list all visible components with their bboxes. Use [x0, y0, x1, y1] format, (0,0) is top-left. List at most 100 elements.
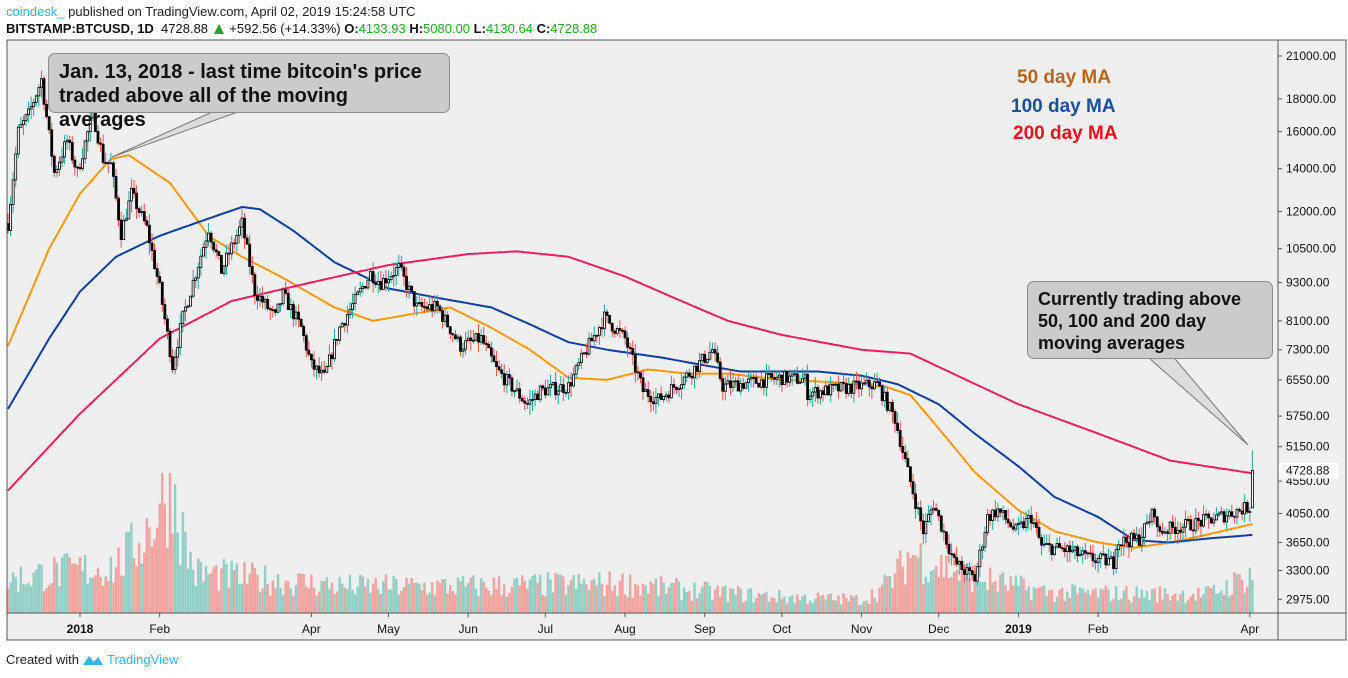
candle-body [651, 401, 655, 404]
candle-body [1068, 545, 1072, 553]
candle-body [934, 507, 938, 511]
volume-bar [1186, 599, 1190, 613]
candle-body [538, 385, 542, 401]
volume-bar [400, 591, 403, 613]
candle-body [148, 224, 151, 244]
candle-body [114, 175, 118, 199]
volume-bar [199, 561, 203, 613]
candle-body [613, 330, 617, 334]
candle-body [950, 553, 953, 556]
y-tick-label: 5150.00 [1286, 440, 1330, 454]
volume-bar [1132, 595, 1136, 613]
candle-body [847, 383, 851, 394]
candle-body [261, 295, 264, 303]
candle-body [158, 276, 162, 283]
volume-bar [798, 600, 802, 613]
volume-bar [778, 589, 781, 613]
volume-bar [1076, 593, 1079, 613]
volume-bar [207, 574, 210, 613]
candle-body [986, 514, 989, 534]
candle-body [194, 277, 198, 281]
volume-bar [603, 595, 606, 613]
volume-bar [58, 586, 61, 613]
candle-body [1202, 514, 1205, 527]
volume-bar [65, 553, 69, 613]
candle-body [1127, 541, 1131, 548]
candle-body [466, 337, 470, 342]
candle-body [505, 374, 509, 386]
volume-bar [628, 574, 632, 613]
candle-body [1248, 511, 1252, 513]
candle-body [220, 255, 223, 274]
tradingview-link[interactable]: TradingView [106, 652, 179, 667]
candle-body [245, 237, 249, 245]
volume-bar [1040, 586, 1043, 613]
x-tick-label: Jun [459, 622, 478, 636]
legend-100ma: 100 day MA [1011, 96, 1116, 117]
candle-body [726, 380, 730, 385]
candle-body [1196, 517, 1200, 521]
candle-body [1081, 550, 1085, 556]
legend-200ma: 200 day MA [1013, 123, 1118, 144]
candle-body [533, 393, 537, 400]
candle-body [1053, 546, 1056, 556]
candle-body [618, 328, 622, 331]
volume-bar [392, 575, 395, 613]
candle-body [430, 304, 434, 312]
volume-bar [1096, 597, 1100, 613]
volume-bar [688, 590, 691, 613]
volume-bar [706, 581, 709, 613]
publisher-link[interactable]: coindesk_ [6, 4, 65, 19]
candle-body [937, 509, 941, 517]
candle-body [160, 281, 164, 306]
candle-body [384, 277, 388, 284]
candle-body [289, 304, 293, 310]
candle-body [81, 158, 84, 170]
candle-body [788, 375, 791, 383]
volume-bar [1104, 585, 1108, 613]
volume-bar [994, 581, 997, 613]
candle-body [325, 366, 329, 373]
volume-bar [289, 588, 293, 613]
candle-body [227, 252, 231, 255]
candle-body [783, 371, 786, 386]
candle-body [181, 310, 185, 325]
volume-bar [1107, 589, 1110, 613]
candle-body [965, 567, 969, 575]
volume-bar [1194, 600, 1198, 613]
candle-body [1243, 502, 1247, 515]
candle-body [813, 387, 817, 393]
volume-bar [1217, 593, 1221, 613]
y-tick-label: 10500.00 [1286, 242, 1336, 256]
candle-body [166, 318, 169, 332]
volume-bar [63, 553, 66, 613]
candle-body [826, 385, 830, 396]
candle-body [50, 129, 54, 157]
candle-body [410, 285, 414, 293]
candle-body [873, 381, 876, 390]
candle-body [1181, 526, 1185, 533]
volume-bar [796, 594, 799, 613]
volume-bar [670, 582, 673, 613]
volume-bar [325, 577, 329, 613]
candle-body [1238, 509, 1241, 512]
candle-body [999, 508, 1002, 513]
volume-bar [449, 585, 452, 613]
candle-body [520, 397, 524, 402]
volume-bar [729, 588, 732, 613]
candle-body [862, 382, 866, 385]
candle-body [184, 306, 187, 312]
volume-bar [492, 577, 496, 613]
candle-body [312, 359, 316, 370]
volume-bar [83, 555, 87, 613]
candle-body [135, 192, 138, 210]
candle-body [58, 161, 61, 170]
candle-body [546, 387, 550, 396]
volume-bar [952, 572, 956, 613]
candle-body [127, 200, 131, 220]
candle-body [11, 179, 15, 205]
candle-body [199, 255, 203, 268]
volume-bar [1197, 587, 1200, 613]
candle-body [153, 250, 156, 270]
volume-bar [1220, 590, 1223, 613]
